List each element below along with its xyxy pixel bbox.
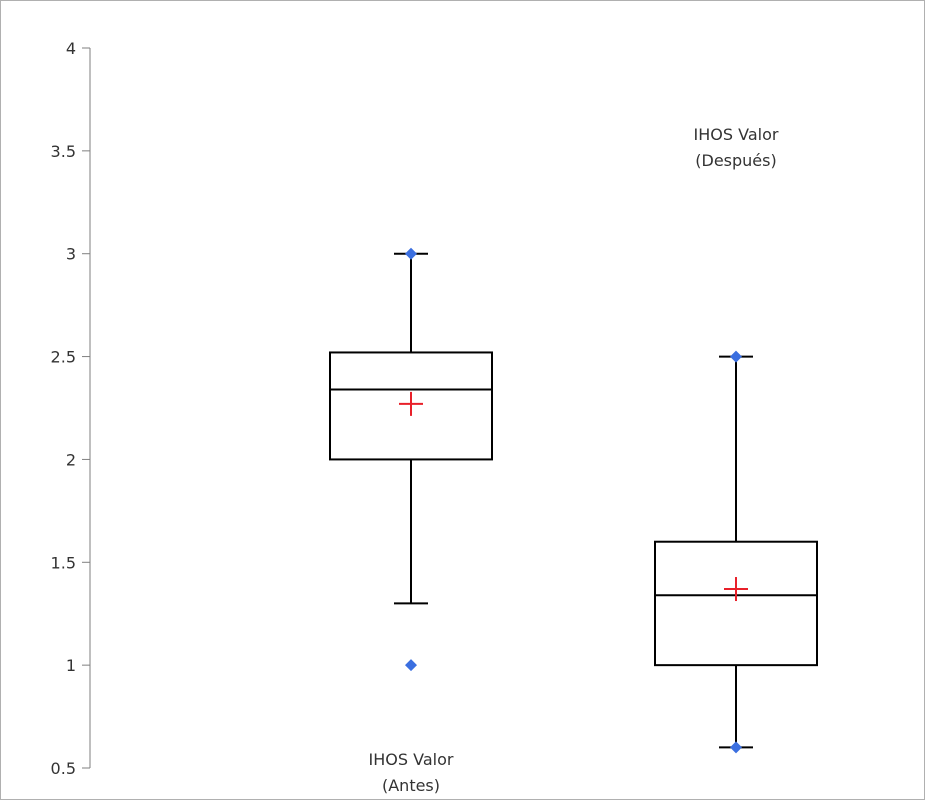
max-marker xyxy=(405,247,417,260)
min-marker xyxy=(405,659,417,672)
max-marker xyxy=(730,350,742,363)
y-tick-label: 1.5 xyxy=(51,553,76,572)
series-label-line: (Después) xyxy=(695,151,776,170)
iqr-box xyxy=(654,540,818,667)
iqr-box xyxy=(329,351,493,461)
y-tick-label: 2 xyxy=(66,450,76,469)
box-series: IHOS Valor (Antes) IHOS Valor (Después) xyxy=(329,125,818,795)
series-label-line: (Antes) xyxy=(382,776,440,795)
y-tick-label: 4 xyxy=(66,39,76,58)
box-group-1: IHOS Valor (Antes) xyxy=(329,247,493,795)
y-axis: 0.5 1 1.5 2 2.5 3 3.5 4 xyxy=(51,39,91,778)
y-tick-label: 3 xyxy=(66,245,76,264)
series-label-line: IHOS Valor xyxy=(694,125,779,144)
min-marker xyxy=(730,741,742,754)
y-tick-label: 3.5 xyxy=(51,142,76,161)
y-tick-label: 1 xyxy=(66,656,76,675)
y-tick-label: 0.5 xyxy=(51,759,76,778)
series-label-line: IHOS Valor xyxy=(369,750,454,769)
box-group-2: IHOS Valor (Después) xyxy=(654,125,818,754)
y-tick-label: 2.5 xyxy=(51,348,76,367)
